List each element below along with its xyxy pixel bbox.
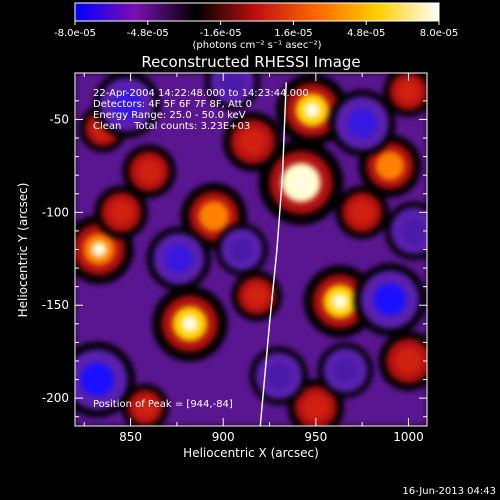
annotation-detectors: Detectors: 4F 5F 6F 7F 8F, Att 0 — [93, 99, 252, 110]
peak-position-label: Position of Peak = [944,-84] — [93, 399, 233, 410]
colorbar-ticks: -8.0e-05 -4.8e-05 -1.6e-05 1.6e-05 4.8e-05 8.… — [54, 21, 458, 39]
x-tick-label: 900 — [212, 430, 235, 444]
colorbar-tick-label: 8.0e-05 — [420, 28, 458, 39]
heatmap-blob-peak — [181, 315, 199, 333]
annotation-clean: Clean Total counts: 3.23E+03 — [93, 121, 250, 132]
y-tick-label: -100 — [42, 205, 69, 219]
heatmap-blob-core — [112, 89, 142, 120]
x-tick-label: 950 — [304, 430, 327, 444]
annotation-energy: Energy Range: 25.0 - 50.0 keV — [93, 110, 246, 121]
annotation-time: 22-Apr-2004 14:22:48.000 to 14:23:44.000 — [93, 88, 309, 99]
heatmap-blob-peak — [91, 241, 107, 258]
heatmap-blob-core — [373, 283, 406, 316]
heatmap-blob-peak — [331, 293, 348, 310]
heatmap-blob-peak — [291, 173, 311, 193]
heatmap-blob-peak — [304, 102, 321, 119]
chart-title: Reconstructed RHESSI Image — [141, 53, 360, 71]
heatmap-blob-core — [244, 284, 269, 308]
x-tick-label: 850 — [119, 430, 142, 444]
y-tick-label: -50 — [49, 112, 69, 126]
heatmap-blob-core — [164, 244, 193, 273]
heatmap-blob-core — [333, 358, 358, 383]
heatmap-blob-core — [136, 159, 162, 184]
y-axis-label: Heliocentric Y (arcsec) — [16, 183, 30, 318]
heatmap-blob-core — [220, 73, 245, 95]
colorbar-tick-label: 1.6e-05 — [274, 28, 312, 39]
heatmap-blob-core — [347, 108, 377, 138]
heatmap — [75, 73, 427, 426]
y-tick-label: -150 — [42, 298, 69, 312]
heatmap-blob-core — [349, 199, 375, 225]
heatmap-blob-core — [375, 151, 405, 181]
footer-timestamp: 16-Jun-2013 04:43 — [402, 486, 496, 497]
axis-ticks: 850 900 950 1000 -50 -100 -150 -200 — [42, 73, 427, 444]
heatmap-blob-core — [239, 127, 267, 156]
heatmap-blob-core — [80, 362, 114, 397]
heatmap-blob-core — [401, 218, 427, 244]
solar-limb-curve — [259, 82, 287, 426]
colorbar-tick-label: 4.8e-05 — [347, 28, 385, 39]
colorbar-frame — [74, 2, 440, 22]
heatmap-blob-core — [302, 394, 329, 421]
heatmap-blob-core — [108, 199, 134, 225]
heatmap-blob-core — [134, 396, 157, 419]
colorbar-tick-label: -1.6e-05 — [200, 28, 242, 39]
x-axis-label: Heliocentric X (arcsec) — [183, 446, 319, 460]
x-tick-label: 1000 — [393, 430, 424, 444]
colorbar-unit-label: (photons cm⁻² s⁻¹ asec⁻²) — [192, 40, 321, 51]
heatmap-blob-core — [230, 237, 254, 262]
colorbar-tick-label: -8.0e-05 — [54, 28, 96, 39]
heatmap-blob-core — [396, 79, 421, 104]
y-tick-label: -200 — [42, 391, 69, 405]
annotation-block: 22-Apr-2004 14:22:48.000 to 14:23:44.000… — [93, 88, 309, 132]
heatmap-blob-core — [265, 362, 292, 389]
colorbar-tick-label: -4.8e-05 — [127, 28, 169, 39]
colorbar — [75, 3, 439, 21]
heatmap-blob-core — [198, 200, 230, 232]
heatmap-blob-core — [394, 347, 423, 375]
